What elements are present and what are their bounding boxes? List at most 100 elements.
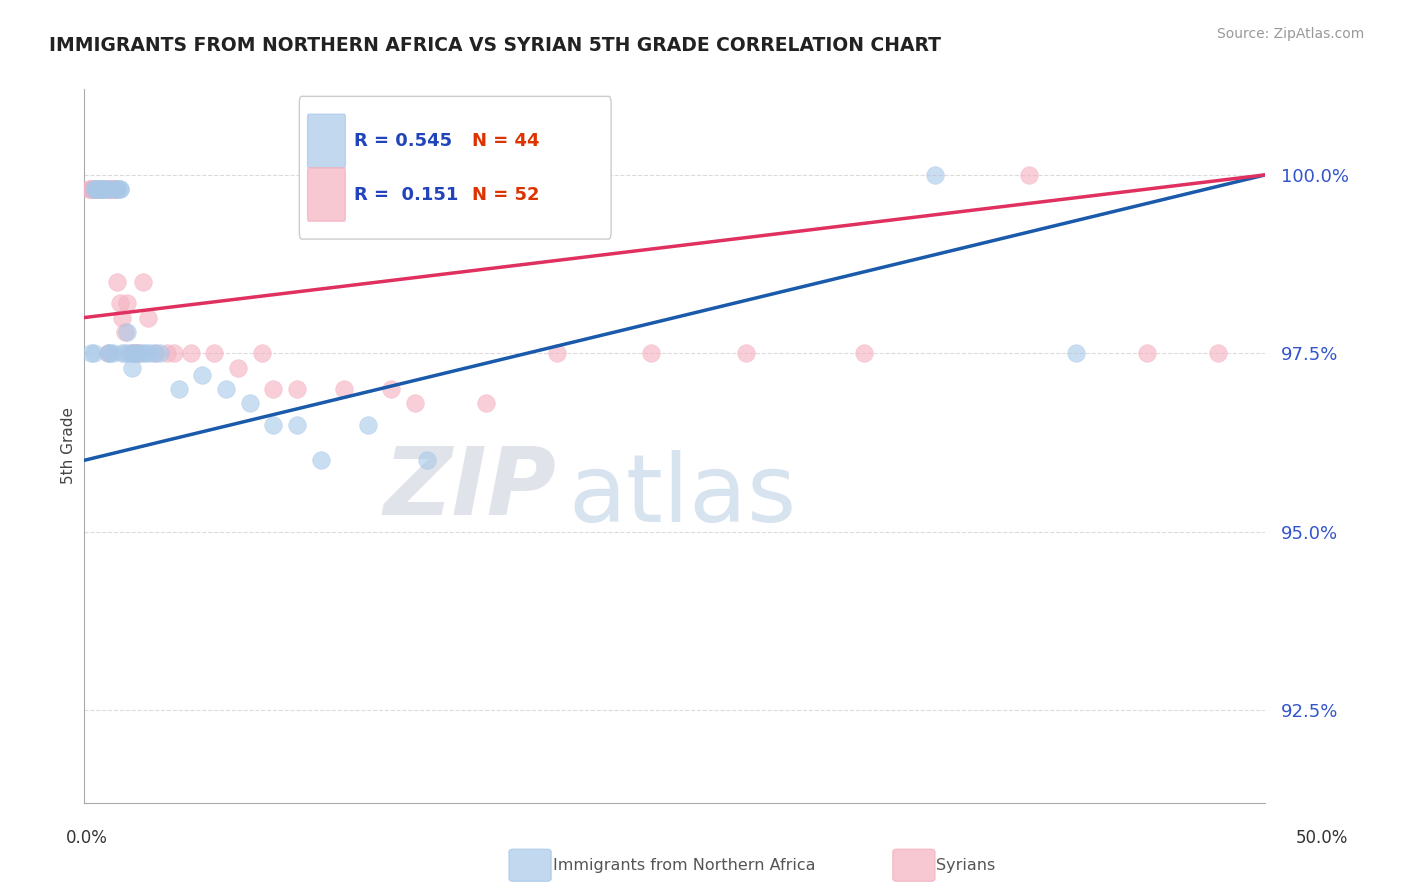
FancyBboxPatch shape [299, 96, 612, 239]
Point [149, 346, 172, 360]
Point [924, 168, 946, 182]
Point [98, 182, 121, 196]
Point [852, 346, 875, 360]
Point [125, 346, 148, 360]
Text: R = 0.545: R = 0.545 [354, 132, 451, 150]
Point [640, 346, 662, 360]
Point [115, 296, 138, 310]
Point [250, 346, 273, 360]
Point [83, 182, 105, 196]
Point [180, 346, 202, 360]
Point [135, 346, 157, 360]
Point [80, 346, 103, 360]
Point [101, 182, 124, 196]
Point [262, 417, 284, 432]
Point [84, 182, 107, 196]
Point [121, 346, 143, 360]
Point [107, 275, 129, 289]
Point [143, 346, 166, 360]
Point [101, 346, 124, 360]
Point [83, 182, 105, 196]
Point [215, 382, 238, 396]
Point [97, 182, 120, 196]
Point [83, 346, 105, 360]
Point [357, 417, 380, 432]
Point [122, 346, 145, 360]
Point [97, 346, 120, 360]
Text: 0.0%: 0.0% [66, 829, 108, 847]
Point [84, 182, 107, 196]
Point [87, 182, 110, 196]
Point [98, 346, 121, 360]
Y-axis label: 5th Grade: 5th Grade [60, 408, 76, 484]
Point [128, 346, 150, 360]
Point [90, 182, 112, 196]
Point [128, 346, 150, 360]
FancyBboxPatch shape [308, 114, 346, 168]
Point [122, 346, 145, 360]
Point [226, 360, 249, 375]
Point [108, 182, 131, 196]
Point [167, 382, 190, 396]
Point [104, 182, 127, 196]
Point [83, 182, 105, 196]
Point [90, 182, 112, 196]
Point [136, 310, 159, 325]
Text: atlas: atlas [568, 450, 797, 542]
Point [97, 346, 120, 360]
Point [91, 182, 114, 196]
Point [104, 182, 127, 196]
Point [107, 182, 129, 196]
Point [202, 346, 225, 360]
Text: R =  0.151: R = 0.151 [354, 186, 458, 203]
FancyBboxPatch shape [308, 168, 346, 221]
Point [121, 360, 143, 375]
Point [94, 182, 117, 196]
Point [91, 182, 114, 196]
Point [262, 382, 284, 396]
Point [98, 182, 121, 196]
Point [285, 382, 308, 396]
Point [87, 182, 110, 196]
Text: N = 44: N = 44 [472, 132, 540, 150]
Point [416, 453, 439, 467]
Point [84, 182, 107, 196]
Point [734, 346, 756, 360]
Point [139, 346, 162, 360]
Point [84, 182, 107, 196]
Point [87, 182, 110, 196]
Point [90, 182, 112, 196]
Point [77, 182, 100, 196]
Point [91, 182, 114, 196]
Text: Syrians: Syrians [936, 858, 995, 872]
Point [1066, 346, 1088, 360]
Point [114, 325, 136, 339]
Point [107, 182, 129, 196]
Point [156, 346, 179, 360]
Text: ZIP: ZIP [384, 442, 557, 535]
Point [309, 453, 332, 467]
Point [380, 382, 402, 396]
Point [104, 182, 127, 196]
Point [1018, 168, 1040, 182]
Point [115, 325, 138, 339]
Point [1136, 346, 1159, 360]
Text: Source: ZipAtlas.com: Source: ZipAtlas.com [1216, 27, 1364, 41]
Point [285, 417, 308, 432]
Point [80, 182, 103, 196]
Point [1206, 346, 1229, 360]
Point [94, 182, 117, 196]
Point [132, 346, 155, 360]
Point [163, 346, 186, 360]
Point [546, 346, 568, 360]
Point [239, 396, 262, 410]
Point [132, 275, 155, 289]
Point [404, 396, 426, 410]
Point [125, 346, 148, 360]
Point [143, 346, 166, 360]
Point [121, 346, 143, 360]
Point [90, 182, 112, 196]
Text: N = 52: N = 52 [472, 186, 540, 203]
Text: Immigrants from Northern Africa: Immigrants from Northern Africa [553, 858, 815, 872]
Text: 50.0%: 50.0% [1295, 829, 1348, 847]
